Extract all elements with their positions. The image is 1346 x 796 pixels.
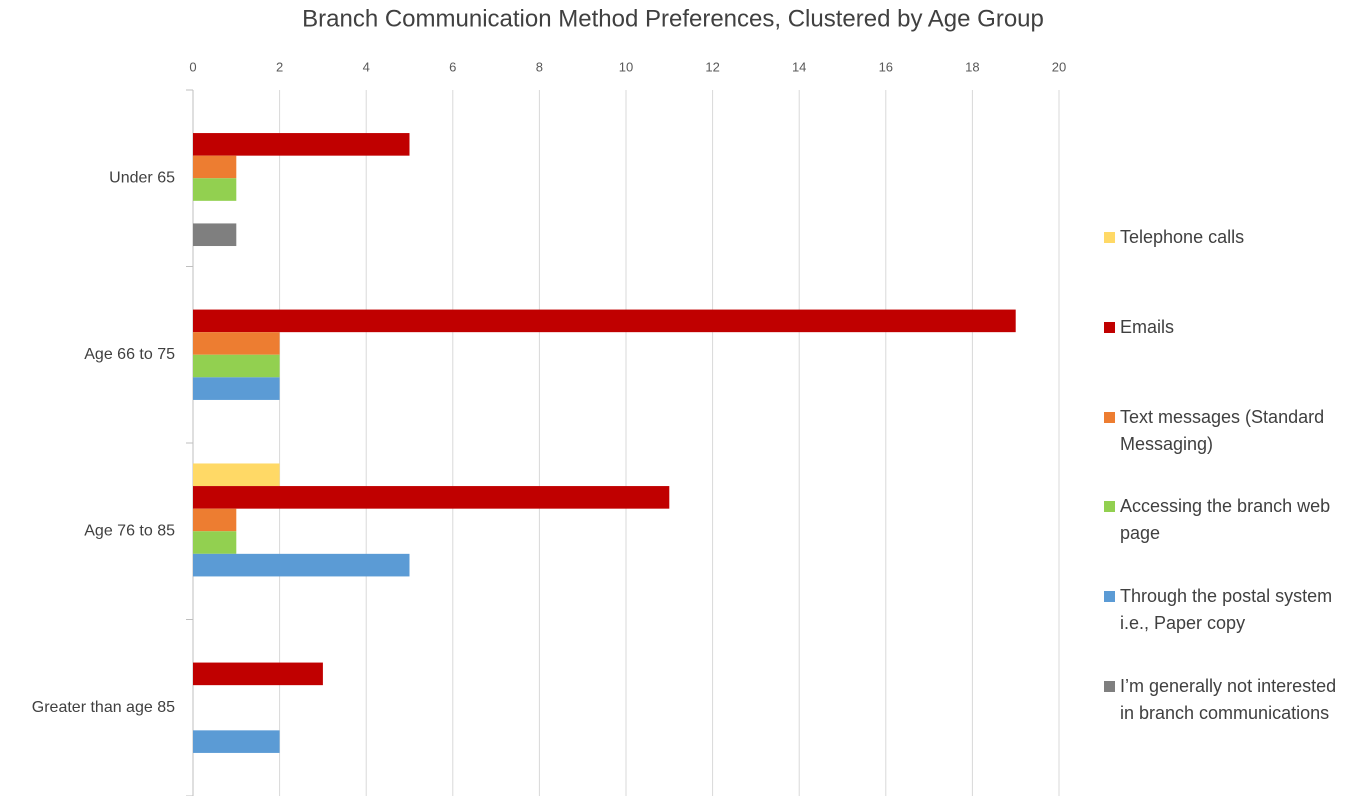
bar [193, 178, 237, 201]
legend-swatch [1104, 681, 1115, 692]
bar [193, 730, 280, 753]
x-tick-label: 8 [536, 59, 543, 74]
bar [193, 332, 280, 355]
x-tick-label: 20 [1052, 59, 1066, 74]
bar [193, 486, 670, 509]
x-tick-label: 6 [449, 59, 456, 74]
bar [193, 155, 237, 179]
bar [193, 508, 237, 532]
legend-swatch [1104, 501, 1115, 513]
x-tick-label: 0 [189, 59, 196, 74]
legend-label: Emails [1120, 316, 1175, 337]
legend-label: I’m generally not interested in branch c… [1120, 676, 1337, 723]
x-tick-label: 18 [965, 59, 979, 74]
bar [193, 531, 237, 554]
legend-label: Through the postal system i.e., Paper co… [1120, 586, 1333, 634]
legend-label: Accessing the branch web page [1120, 496, 1331, 544]
chart-title: Branch Communication Method Preferences,… [302, 5, 1044, 32]
bar [193, 377, 280, 400]
bar [193, 309, 1016, 333]
bar [193, 223, 237, 247]
legend-label: Text messages (Standard Messaging) [1120, 406, 1325, 454]
legend-swatch [1104, 321, 1115, 333]
bar [193, 354, 280, 378]
legend-swatch [1104, 411, 1115, 423]
x-tick-label: 2 [276, 59, 283, 74]
y-tick-label: Under 65 [109, 169, 175, 186]
x-tick-label: 12 [705, 59, 719, 74]
x-tick-label: 14 [792, 59, 806, 74]
legend-swatch [1104, 232, 1115, 243]
x-tick-label: 10 [619, 59, 633, 74]
bar [193, 133, 410, 156]
y-tick-label: Age 76 to 85 [84, 522, 175, 539]
y-tick-label: Age 66 to 75 [84, 346, 175, 363]
legend-label: Telephone calls [1120, 227, 1245, 247]
x-tick-label: 16 [879, 59, 893, 74]
x-tick-label: 4 [363, 59, 370, 74]
bar [193, 662, 323, 686]
y-tick-label: Greater than age 85 [32, 699, 175, 716]
bar [193, 463, 280, 487]
legend-swatch [1104, 591, 1115, 603]
bar [193, 553, 410, 577]
